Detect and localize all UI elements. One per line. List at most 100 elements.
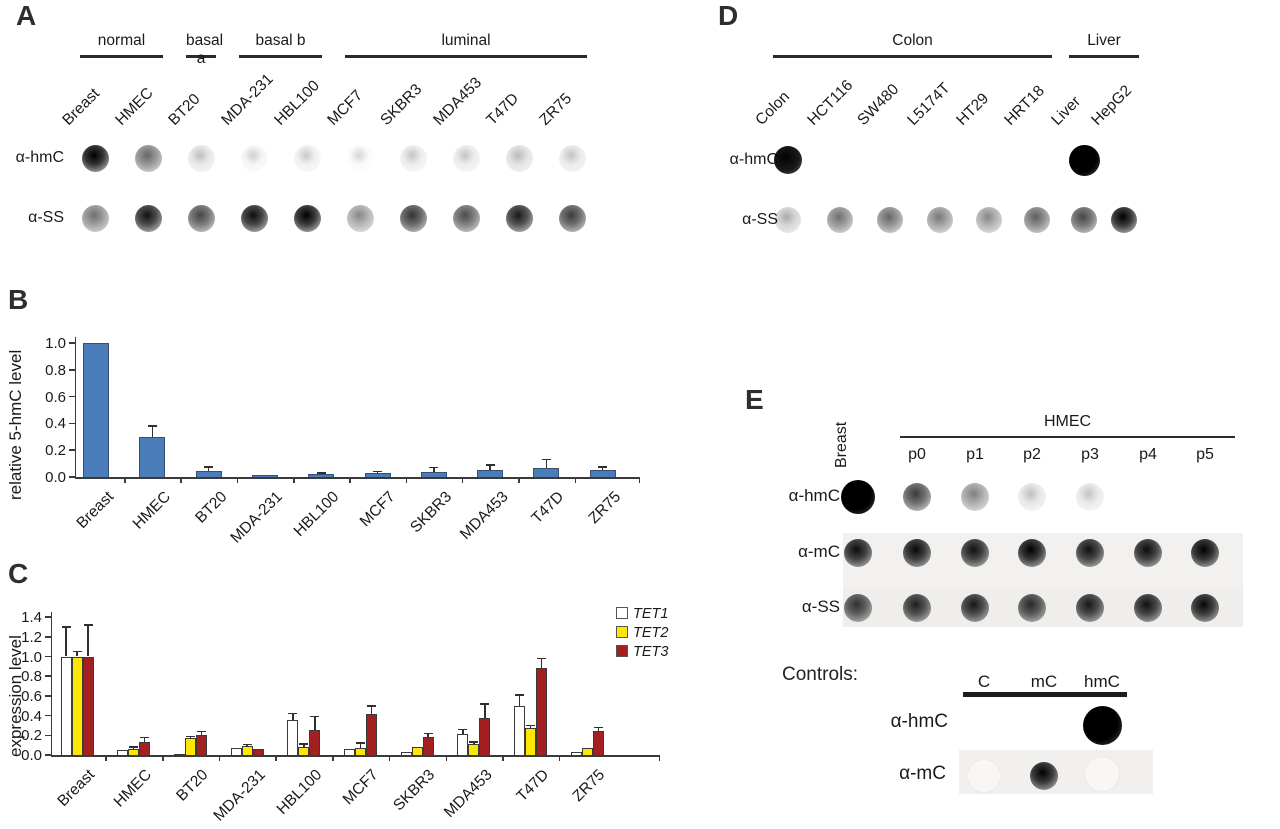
- blot-dot: [558, 144, 586, 172]
- error-bar-cap: [356, 742, 365, 744]
- y-tick-label: 0.8: [21, 668, 42, 686]
- x-tick-mark: [105, 755, 107, 761]
- x-category-label-text: BT20: [191, 488, 230, 527]
- control-column-label: C: [977, 672, 991, 691]
- bar-tet1: [287, 719, 299, 755]
- x-category-label-text: HBL100: [290, 488, 343, 540]
- x-category-label-text: Breast: [73, 488, 118, 533]
- breast-column-label-text: Breast: [833, 421, 850, 468]
- blot-dot: [1134, 539, 1162, 567]
- blot-row-label: α-SS: [742, 211, 778, 229]
- bar-tet3: [195, 735, 207, 755]
- column-label-text: MCF7: [324, 86, 367, 129]
- blot-dot: [240, 204, 268, 232]
- x-tick-mark: [558, 755, 561, 761]
- column-label-text: SW480: [854, 80, 903, 129]
- x-tick-mark: [218, 755, 221, 761]
- column-label-text: MDA-231: [218, 70, 277, 129]
- panel-c-letter: C: [8, 558, 29, 589]
- panel-b-y-axis-title-text: relative 5-hmC level: [6, 349, 25, 500]
- x-tick-mark: [574, 477, 577, 483]
- blot-dot: [1068, 144, 1100, 176]
- panel-b-letter: B: [8, 284, 29, 315]
- blot-dot: [1076, 539, 1104, 567]
- column-label-text: ZR75: [536, 89, 576, 129]
- control-dot: [1030, 762, 1058, 790]
- y-tick-label: 1.0: [21, 648, 42, 666]
- y-tick-label: 0.2: [21, 727, 42, 745]
- bar-tet3: [252, 749, 264, 755]
- legend-swatch-tet1: [616, 607, 628, 619]
- control-column-label: hmC: [1084, 672, 1120, 691]
- y-tick-mark: [45, 754, 52, 756]
- blot-dot: [399, 144, 427, 172]
- x-axis-line: [50, 755, 660, 757]
- bar: [420, 471, 447, 477]
- y-tick-mark: [45, 714, 52, 717]
- column-label-text: HepG2: [1088, 81, 1136, 129]
- bar-tet1: [400, 752, 412, 755]
- x-category-label-text: MCF7: [356, 488, 399, 531]
- legend-label-tet3: TET3: [633, 644, 669, 660]
- blot-dot: [346, 144, 374, 172]
- group-label: normal: [97, 32, 146, 49]
- group-label: Liver: [1087, 32, 1121, 49]
- controls-label: Controls:: [782, 664, 859, 685]
- x-category-label-text: SKBR3: [407, 488, 456, 537]
- y-tick-mark: [45, 675, 52, 677]
- error-bar: [540, 658, 543, 669]
- error-bar-cap: [204, 466, 214, 468]
- error-bar-cap: [140, 736, 150, 739]
- x-category-label-text: HMEC: [110, 766, 156, 811]
- bar-tet2: [468, 744, 480, 755]
- bar: [477, 470, 504, 477]
- column-label-text: L5174T: [904, 79, 954, 129]
- blot-dot: [844, 594, 872, 622]
- passage-label: p0: [908, 446, 926, 463]
- blot-dot: [1024, 207, 1050, 233]
- error-bar-cap: [469, 741, 479, 743]
- error-bar: [529, 725, 532, 729]
- column-label-text: Colon: [752, 87, 793, 129]
- blot-dot: [399, 204, 427, 232]
- x-tick-mark: [349, 477, 351, 483]
- error-bar-cap: [598, 466, 608, 468]
- x-category-label-text: BT20: [173, 766, 212, 805]
- blot-dot: [293, 204, 321, 232]
- column-label-text: BT20: [165, 90, 204, 129]
- bar-tet1: [514, 705, 526, 755]
- y-tick-mark: [69, 476, 76, 478]
- error-bar: [189, 736, 192, 739]
- error-bar: [359, 743, 362, 749]
- blot-dot: [877, 207, 903, 233]
- blot-dot: [961, 483, 989, 511]
- column-label-text: HBL100: [271, 76, 323, 129]
- bar-tet2: [71, 656, 83, 755]
- error-bar-cap: [288, 712, 298, 715]
- x-category-label-text: MDA-231: [227, 488, 287, 547]
- group-underline: [773, 55, 1052, 58]
- passage-label: p5: [1196, 446, 1214, 463]
- x-tick-mark: [275, 755, 277, 761]
- bar-tet3: [479, 717, 491, 755]
- x-tick-mark: [236, 477, 239, 483]
- bar: [364, 472, 391, 477]
- group-label: luminal: [441, 32, 491, 49]
- error-bar: [87, 624, 89, 657]
- error-bar: [292, 713, 294, 720]
- control-row-label: α-hmC: [890, 711, 948, 733]
- y-axis-line: [74, 337, 76, 477]
- y-tick-label: 0.6: [45, 388, 66, 406]
- y-tick-label: 0.4: [45, 415, 66, 433]
- blot-dot: [827, 207, 853, 233]
- error-bar-cap: [480, 703, 490, 705]
- blot-dot: [1111, 207, 1137, 233]
- blot-dot: [1018, 539, 1046, 567]
- blot-dot: [81, 204, 109, 232]
- blot-dot: [346, 204, 374, 232]
- error-bar-cap: [367, 705, 376, 707]
- x-tick-mark: [293, 477, 295, 483]
- passage-label: p3: [1081, 446, 1099, 463]
- x-category-label-text: MDA-231: [210, 766, 269, 825]
